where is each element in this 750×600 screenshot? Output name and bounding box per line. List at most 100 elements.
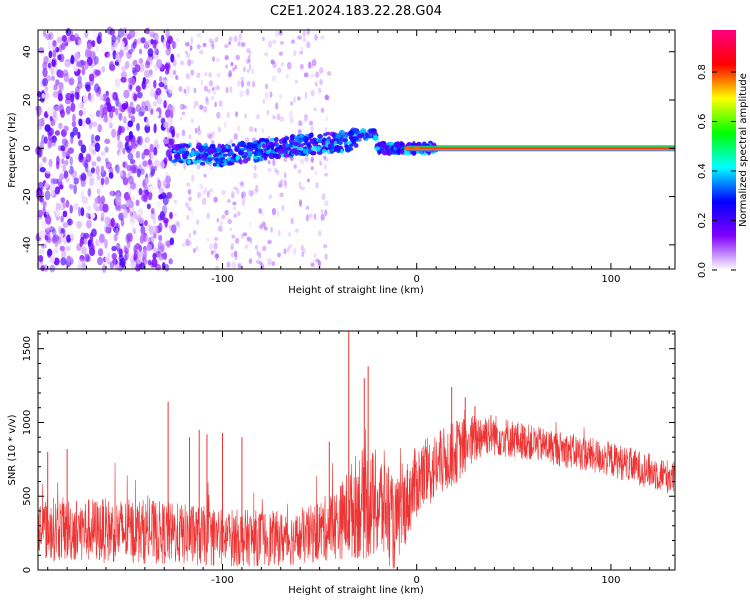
heatmap-cell	[259, 261, 263, 266]
heatmap-cell	[110, 189, 114, 197]
heatmap-cell	[310, 165, 314, 171]
heatmap-cell	[317, 263, 321, 269]
heatmap-cell	[274, 167, 278, 174]
heatmap-cell	[79, 240, 83, 248]
heatmap-cell	[242, 66, 246, 73]
heatmap-cell	[310, 125, 314, 133]
heatmap-cell	[283, 248, 287, 255]
heatmap-cell	[143, 69, 150, 78]
heatmap-cell	[141, 152, 145, 160]
heatmap-cell	[308, 61, 312, 69]
heatmap-cell	[42, 77, 48, 87]
heatmap-cell	[156, 200, 161, 209]
heatmap-cell	[320, 213, 325, 221]
heatmap-cell	[237, 262, 242, 267]
heatmap-cell	[115, 166, 122, 174]
heatmap-cell	[81, 246, 87, 255]
heatmap-cell	[332, 133, 336, 139]
heatmap-cell	[368, 133, 373, 138]
heatmap-cell	[189, 44, 193, 51]
heatmap-cell	[70, 102, 76, 112]
heatmap-cell	[231, 261, 237, 269]
signal-peak	[413, 146, 420, 151]
heatmap-cell	[118, 125, 122, 136]
heatmap-cell	[117, 151, 124, 161]
heatmap-cell	[319, 78, 323, 86]
heatmap-cell	[293, 141, 300, 146]
heatmap-cell	[136, 168, 142, 178]
heatmap-cell	[240, 42, 246, 47]
heatmap-cell	[231, 143, 236, 147]
heatmap-cell	[100, 177, 105, 186]
heatmap-cell	[88, 102, 94, 110]
heatmap-cell	[246, 142, 251, 149]
heatmap-cell	[105, 226, 111, 234]
heatmap-cell	[212, 90, 217, 96]
heatmap-cell	[91, 121, 98, 127]
heatmap-cell	[185, 85, 191, 93]
heatmap-cell	[205, 98, 210, 106]
heatmap-cell	[188, 134, 192, 139]
heatmap-cell	[127, 175, 134, 185]
heatmap-cell	[88, 92, 92, 101]
heatmap-cell	[167, 132, 172, 138]
heatmap-cell	[317, 260, 322, 266]
heatmap-cell	[37, 209, 43, 218]
heatmap-cell	[130, 181, 136, 190]
heatmap-cell	[218, 225, 223, 232]
heatmap-cell	[44, 124, 51, 132]
heatmap-cell	[115, 195, 122, 206]
heatmap-cell	[96, 174, 101, 181]
heatmap-cell	[79, 254, 85, 262]
heatmap-cell	[315, 72, 319, 78]
heatmap-cell	[208, 80, 214, 87]
heatmap-cell	[251, 144, 258, 149]
chart-title: C2E1.2024.183.22.28.G04	[270, 4, 442, 19]
heatmap-cell	[100, 211, 105, 219]
heatmap-cell	[232, 153, 237, 158]
heatmap-cell	[122, 209, 128, 219]
y-tick-label: 1500	[22, 336, 33, 361]
heatmap-cell	[131, 78, 136, 86]
heatmap-cell	[90, 50, 95, 59]
heatmap-cell	[278, 51, 284, 56]
heatmap-cell	[207, 88, 212, 94]
heatmap-cell	[230, 242, 235, 250]
heatmap-cell	[38, 255, 44, 263]
heatmap-cell	[237, 264, 242, 270]
heatmap-cell	[111, 128, 116, 138]
heatmap-cell	[300, 186, 306, 191]
heatmap-cell	[84, 48, 90, 58]
heatmap-cell	[237, 41, 241, 47]
heatmap-cell	[305, 205, 310, 210]
heatmap-cell	[201, 190, 207, 196]
heatmap-cell	[214, 253, 220, 259]
heatmap-cell	[44, 91, 50, 100]
heatmap-cell	[277, 229, 281, 237]
heatmap-cell	[76, 220, 82, 229]
heatmap-cell	[283, 153, 290, 158]
colorbar: 0.0 0.2 0.4 0.6 0.8 Normalized spectral ampl…	[697, 30, 749, 278]
heatmap-cell	[309, 151, 317, 156]
heatmap-cell	[65, 92, 72, 101]
heatmap-cell	[82, 61, 89, 70]
heatmap-cell	[245, 59, 251, 64]
heatmap-cell	[175, 146, 179, 152]
heatmap-cell	[159, 210, 165, 221]
heatmap-cell	[241, 80, 244, 88]
heatmap-cell	[67, 218, 72, 226]
heatmap-cell	[60, 108, 65, 118]
heatmap-cell	[161, 204, 168, 215]
heatmap-cell	[73, 65, 79, 72]
heatmap-cell	[92, 29, 99, 39]
heatmap-cell	[158, 255, 164, 261]
heatmap-cell	[183, 105, 188, 109]
heatmap-cell	[148, 113, 155, 123]
heatmap-cell	[94, 55, 99, 65]
heatmap-cell	[284, 136, 290, 141]
heatmap-cell	[51, 187, 55, 197]
heatmap-cell	[185, 144, 191, 149]
heatmap-cell	[300, 46, 304, 54]
heatmap-cell	[153, 123, 157, 134]
heatmap-cell	[122, 161, 128, 169]
